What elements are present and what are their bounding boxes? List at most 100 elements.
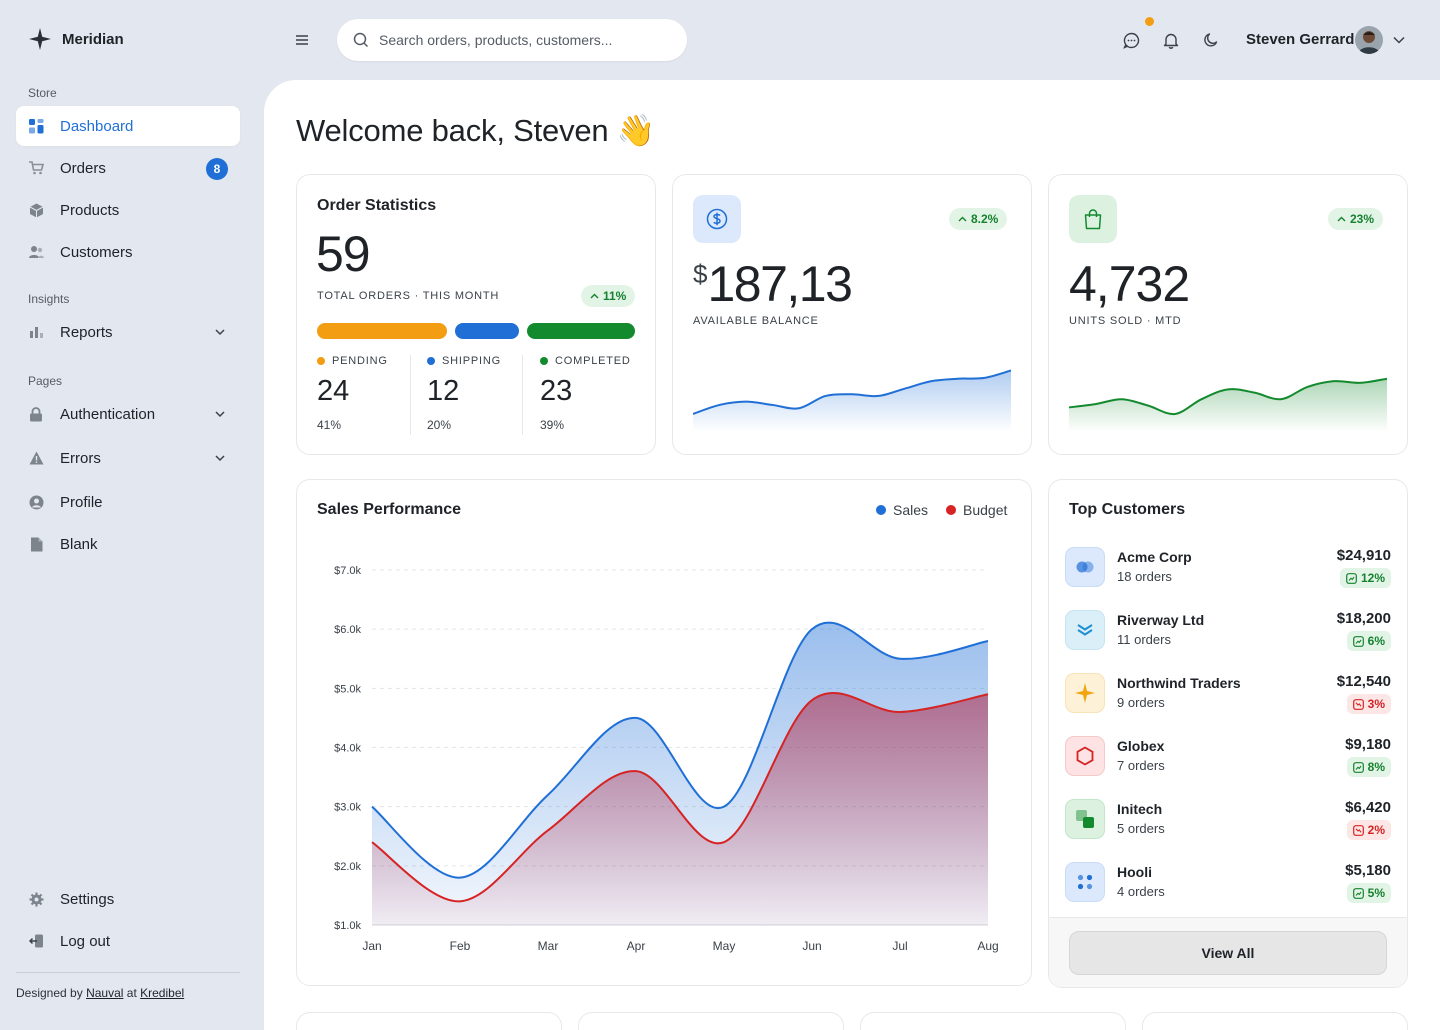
sparkline-line: [1069, 377, 1387, 416]
stat-pending: PENDING 24 41%: [317, 355, 388, 432]
sidebar-item-label: Authentication: [60, 405, 156, 423]
customer-change-badge: 5%: [1346, 883, 1391, 903]
chevron-up-icon: [1337, 216, 1346, 222]
gear-icon: [28, 891, 44, 907]
logout-icon: [28, 933, 44, 949]
customer-row[interactable]: Acme Corp 18 orders $24,910 12%: [1065, 543, 1391, 591]
user-name[interactable]: Steven Gerrard: [1246, 31, 1355, 48]
stat-percent: 41%: [317, 418, 342, 432]
sidebar-item-products[interactable]: Products: [16, 190, 240, 230]
company-link[interactable]: Kredibel: [140, 986, 185, 1000]
dollar-tile: [693, 195, 741, 243]
customer-orders: 4 orders: [1117, 884, 1165, 899]
customer-row[interactable]: Hooli 4 orders $5,180 5%: [1065, 858, 1391, 906]
search-input[interactable]: [379, 32, 669, 48]
legend-sales[interactable]: Sales: [876, 502, 928, 518]
customer-amount: $9,180: [1345, 736, 1391, 753]
customer-change-badge: 2%: [1346, 820, 1391, 840]
sidebar-item-orders[interactable]: Orders 8: [16, 148, 240, 188]
messages-button[interactable]: [1121, 30, 1141, 50]
menu-toggle-button[interactable]: [292, 30, 312, 50]
riverway-logo-icon: [1076, 623, 1094, 637]
customer-row[interactable]: Globex 7 orders $9,180 8%: [1065, 732, 1391, 780]
completed-dot: [540, 357, 548, 365]
view-all-button[interactable]: View All: [1069, 931, 1387, 975]
order-statistics-card: Order Statistics 59 TOTAL ORDERS · THIS …: [296, 174, 656, 455]
customer-row[interactable]: Northwind Traders 9 orders $12,540 3%: [1065, 669, 1391, 717]
sidebar-item-label: Customers: [60, 243, 133, 261]
stat-shipping: SHIPPING 12 20%: [427, 355, 501, 432]
pending-dot: [317, 357, 325, 365]
customer-row[interactable]: Riverway Ltd 11 orders $18,200 6%: [1065, 606, 1391, 654]
customer-name: Hooli: [1117, 864, 1152, 880]
box-icon: [28, 202, 44, 218]
change-badge: 8.2%: [949, 208, 1008, 230]
sidebar-item-authentication[interactable]: Authentication: [16, 394, 240, 434]
x-tick-label: Apr: [627, 939, 646, 953]
customer-amount: $24,910: [1336, 547, 1391, 564]
avatar[interactable]: [1355, 26, 1383, 54]
balance-sparkline: [693, 369, 1011, 432]
x-tick-label: Aug: [977, 939, 998, 953]
card-title: Order Statistics: [317, 197, 437, 214]
shipping-dot: [427, 357, 435, 365]
customer-orders: 5 orders: [1117, 821, 1165, 836]
balance-card: 8.2% $ 187,13 AVAILABLE BALANCE: [672, 174, 1032, 455]
shipping-bar-segment: [455, 323, 519, 339]
customer-orders: 9 orders: [1117, 695, 1165, 710]
customer-change-badge: 12%: [1339, 568, 1391, 588]
y-tick-label: $2.0k: [334, 861, 361, 873]
customer-name: Acme Corp: [1117, 549, 1192, 565]
balance-value: $ 187,13: [693, 255, 853, 313]
bottom-card: [1142, 1012, 1408, 1030]
customer-amount: $18,200: [1336, 610, 1391, 627]
change-badge: 23%: [1328, 208, 1384, 230]
customer-name: Globex: [1117, 738, 1165, 754]
grid-icon: [28, 118, 44, 134]
chevron-down-icon[interactable]: [214, 326, 226, 338]
customer-logo: [1065, 547, 1105, 587]
trend-up-icon: [1352, 887, 1364, 899]
sidebar-item-reports[interactable]: Reports: [16, 312, 240, 352]
chevron-down-icon[interactable]: [214, 408, 226, 420]
x-tick-label: Feb: [450, 939, 471, 953]
file-icon: [28, 536, 44, 552]
card-title: Top Customers: [1069, 501, 1186, 518]
legend-swatch: [876, 505, 886, 515]
customer-amount: $12,540: [1336, 673, 1391, 690]
stat-percent: 39%: [540, 418, 565, 432]
sidebar-item-logout[interactable]: Log out: [16, 921, 240, 961]
sidebar-item-profile[interactable]: Profile: [16, 482, 240, 522]
search-icon: [353, 32, 369, 48]
chevron-down-icon[interactable]: [1392, 34, 1406, 46]
chevron-down-icon[interactable]: [214, 452, 226, 464]
sidebar-item-dashboard[interactable]: Dashboard: [16, 106, 240, 146]
bottom-card: [860, 1012, 1126, 1030]
customer-name: Northwind Traders: [1117, 675, 1241, 691]
northwind-logo-icon: [1075, 683, 1095, 703]
waving-hand-emoji: 👋: [616, 113, 656, 148]
sidebar: Meridian Store Dashboard Orders 8 Produc…: [0, 0, 264, 1030]
credits: Designed by Nauval at Kredibel: [16, 986, 185, 1000]
customer-row[interactable]: Initech 5 orders $6,420 2%: [1065, 795, 1391, 843]
customer-logo: [1065, 610, 1105, 650]
brand[interactable]: Meridian: [28, 27, 124, 51]
bell-icon: [1163, 33, 1179, 49]
sidebar-item-label: Blank: [60, 535, 98, 553]
customer-orders: 11 orders: [1117, 632, 1171, 647]
chevron-up-icon: [590, 293, 599, 299]
sidebar-item-customers[interactable]: Customers: [16, 232, 240, 272]
legend-budget[interactable]: Budget: [946, 502, 1007, 518]
sidebar-item-errors[interactable]: Errors: [16, 438, 240, 478]
total-orders-value: 59: [316, 226, 371, 282]
sidebar-item-settings[interactable]: Settings: [16, 879, 240, 919]
customer-logo: [1065, 673, 1105, 713]
search-bar[interactable]: [337, 19, 687, 61]
theme-toggle-button[interactable]: [1201, 30, 1221, 50]
sidebar-item-blank[interactable]: Blank: [16, 524, 240, 564]
stat-completed: COMPLETED 23 39%: [540, 355, 631, 432]
author-link[interactable]: Nauval: [86, 986, 124, 1000]
users-icon: [28, 244, 44, 260]
notifications-button[interactable]: [1161, 30, 1181, 50]
shopping-bag-icon: [1084, 209, 1102, 230]
